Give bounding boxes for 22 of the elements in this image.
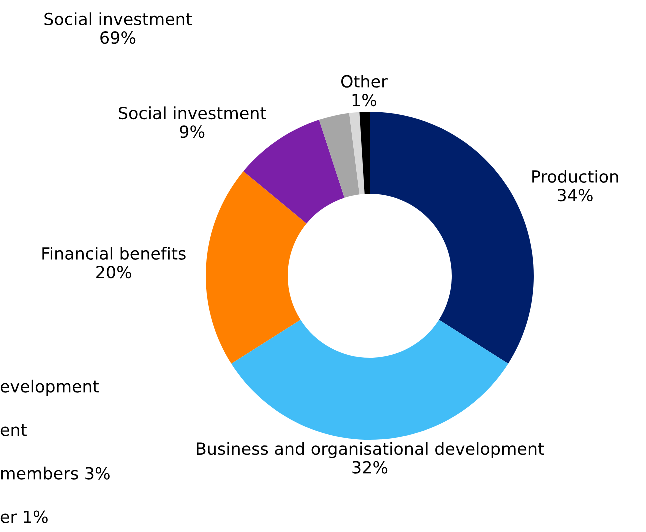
data-label: 9% — [180, 126, 205, 138]
slice-label: Social investment — [119, 106, 266, 120]
data-label: 34% — [558, 189, 593, 202]
text: Social investment 69% — [44, 12, 192, 44]
text: members 3% — [2, 466, 110, 480]
data-label: 20% — [96, 266, 132, 279]
text: er 1% — [0, 510, 48, 524]
text: ent — [0, 424, 27, 436]
donut-slice — [232, 320, 508, 440]
donut-slice — [244, 120, 345, 224]
donut-slice — [360, 112, 370, 194]
data-label: 32% — [352, 461, 388, 474]
text: evelopment — [0, 380, 99, 396]
donut-slice — [349, 112, 365, 195]
slice-label: Financial benefits — [42, 247, 186, 260]
slice-label: Business and organisational development — [197, 442, 544, 458]
donut-slice — [370, 112, 534, 364]
donut-slice — [206, 171, 307, 364]
data-label: 1% — [352, 94, 377, 107]
slice-label: Production — [532, 170, 618, 184]
donut-slice — [319, 113, 360, 198]
slice-label: Other — [342, 75, 388, 88]
